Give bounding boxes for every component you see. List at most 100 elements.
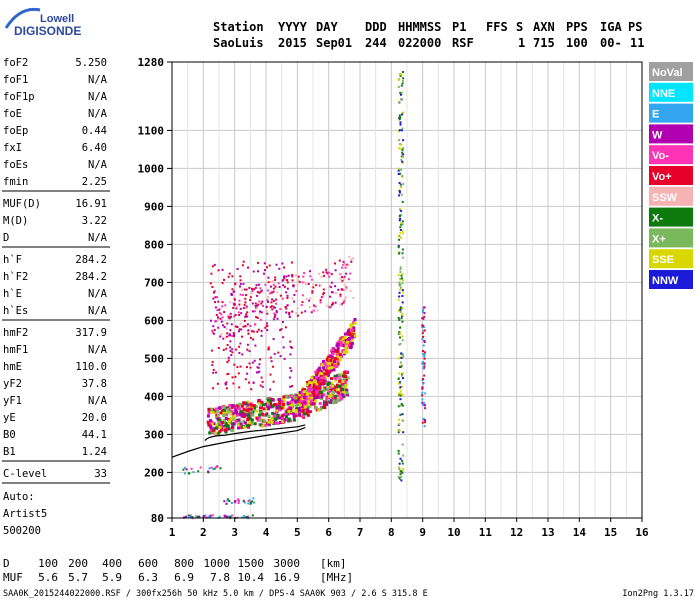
- echo-point: [239, 275, 242, 278]
- echo-point: [324, 398, 328, 402]
- echo-point: [339, 295, 342, 298]
- echo-point: [320, 390, 324, 394]
- echo-point: [341, 388, 345, 391]
- echo-point: [322, 388, 326, 392]
- echo-point: [423, 403, 426, 406]
- echo-point: [267, 300, 269, 303]
- echo-point: [398, 392, 401, 395]
- echo-point: [400, 222, 403, 225]
- echo-point: [266, 289, 269, 292]
- echo-point: [228, 403, 232, 407]
- echo-point: [319, 301, 322, 304]
- echo-point: [232, 415, 236, 419]
- echo-point: [269, 356, 272, 359]
- echo-point: [308, 385, 312, 389]
- echo-point: [422, 317, 425, 320]
- echo-point: [397, 235, 400, 238]
- echo-point: [212, 332, 215, 335]
- echo-point: [245, 313, 248, 316]
- legend-label: SSW: [652, 192, 678, 204]
- echo-point: [290, 261, 293, 264]
- echo-point: [421, 387, 424, 390]
- echo-point: [276, 291, 279, 294]
- echo-point: [350, 324, 354, 328]
- echo-point: [257, 366, 260, 369]
- echo-point: [325, 304, 328, 307]
- echo-point: [216, 309, 219, 312]
- echo-point: [242, 500, 245, 503]
- echo-point: [424, 419, 427, 422]
- echo-point: [286, 412, 290, 416]
- echo-point: [225, 327, 228, 330]
- x-tick-label: 4: [263, 526, 270, 539]
- echo-point: [315, 376, 319, 380]
- echo-point: [246, 366, 248, 369]
- echo-point: [423, 425, 426, 428]
- echo-point: [285, 275, 288, 278]
- echo-point: [231, 376, 234, 379]
- echo-point: [291, 275, 294, 278]
- echo-point: [401, 282, 404, 285]
- echo-point: [234, 283, 237, 286]
- echo-point: [350, 258, 353, 261]
- echo-point: [233, 315, 236, 318]
- echo-point: [286, 287, 289, 290]
- echo-point: [260, 400, 264, 404]
- echo-point: [242, 260, 245, 263]
- echo-point: [397, 317, 400, 319]
- echo-point: [238, 402, 241, 406]
- echo-point: [399, 394, 402, 397]
- echo-point: [286, 304, 289, 307]
- echo-point: [209, 419, 212, 423]
- echo-point: [400, 184, 402, 187]
- echo-point: [341, 266, 344, 269]
- echo-point: [423, 355, 426, 358]
- echo-point: [347, 264, 350, 267]
- echo-point: [401, 335, 404, 338]
- echo-point: [233, 333, 235, 336]
- echo-point: [398, 372, 401, 375]
- echo-point: [348, 337, 351, 340]
- echo-point: [422, 306, 425, 309]
- echo-point: [243, 303, 246, 306]
- echo-point: [229, 346, 232, 349]
- echo-point: [220, 320, 223, 323]
- echo-point: [190, 467, 193, 470]
- echo-point: [226, 322, 229, 325]
- auto-line: 500200: [3, 525, 41, 537]
- echo-point: [319, 284, 322, 287]
- echo-point: [402, 419, 405, 422]
- echo-point: [219, 317, 222, 320]
- echo-point: [211, 286, 214, 288]
- echo-point: [281, 279, 284, 282]
- echo-point: [256, 330, 259, 333]
- echo-point: [217, 269, 220, 272]
- echo-point: [227, 275, 230, 278]
- echo-point: [211, 329, 214, 332]
- echo-point: [248, 499, 251, 502]
- param-label: hmF1: [3, 344, 28, 356]
- echo-point: [308, 306, 311, 309]
- echo-point: [244, 378, 247, 381]
- echo-point: [399, 75, 402, 77]
- echo-point: [310, 396, 314, 400]
- echo-point: [305, 392, 309, 396]
- echo-point: [348, 256, 351, 258]
- echo-point: [226, 332, 229, 335]
- echo-point: [209, 514, 212, 517]
- echo-point: [343, 332, 347, 336]
- echo-point: [324, 372, 328, 376]
- echo-point: [277, 282, 280, 285]
- echo-point: [259, 423, 263, 427]
- echo-point: [258, 291, 261, 294]
- echo-point: [398, 182, 401, 184]
- echo-point: [250, 420, 254, 424]
- echo-point: [275, 302, 278, 305]
- echo-point: [229, 349, 232, 352]
- echo-point: [242, 419, 246, 423]
- echo-point: [262, 407, 266, 411]
- param-value: 37.8: [82, 378, 107, 390]
- echo-point: [255, 316, 258, 318]
- echo-point: [229, 340, 232, 343]
- header-col-label: FFS: [486, 20, 508, 34]
